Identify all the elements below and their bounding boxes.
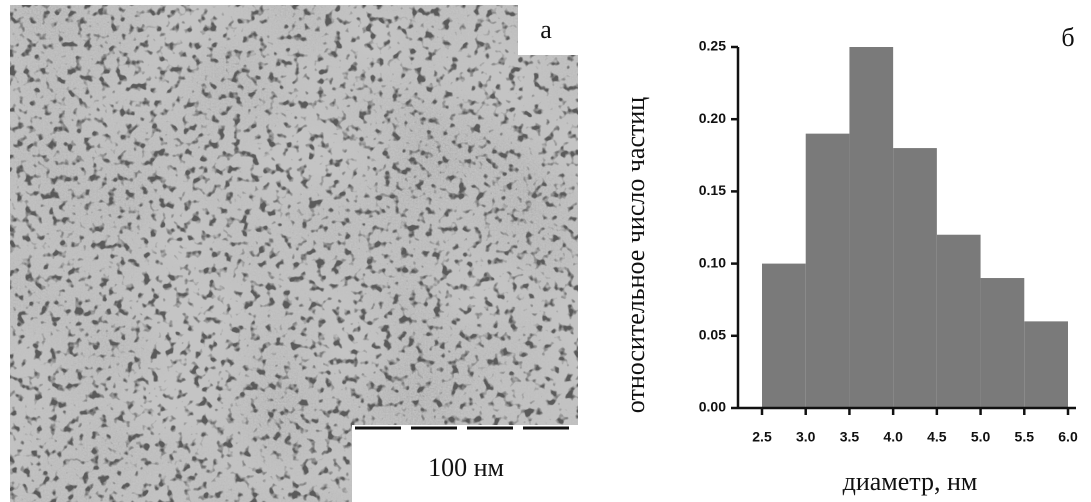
y-axis-label: относительное число частиц xyxy=(621,97,650,413)
y-tick-label: 0.20 xyxy=(699,110,726,126)
panel-label: б xyxy=(1061,23,1074,52)
x-tick-label: 2.5 xyxy=(752,429,772,445)
micrograph-texture xyxy=(10,5,578,502)
y-tick-label: 0.00 xyxy=(699,399,726,415)
bar xyxy=(849,47,894,408)
x-tick-label: 5.5 xyxy=(1015,429,1035,445)
y-tick-label: 0.25 xyxy=(699,38,726,54)
x-tick-label: 5.0 xyxy=(971,429,991,445)
bar xyxy=(762,263,806,408)
bar xyxy=(805,133,850,408)
panel-label: а xyxy=(540,15,552,44)
x-tick-label: 3.0 xyxy=(796,429,816,445)
x-tick-label: 4.5 xyxy=(927,429,947,445)
y-tick-label: 0.15 xyxy=(699,182,726,198)
x-tick-label: 3.5 xyxy=(840,429,860,445)
x-tick-label: 6.0 xyxy=(1058,429,1078,445)
scale-bar-box xyxy=(352,425,578,502)
bar xyxy=(1024,321,1068,408)
x-tick-label: 4.0 xyxy=(883,429,903,445)
bar xyxy=(893,148,937,408)
y-tick-label: 0.05 xyxy=(699,327,726,343)
x-axis-label: диаметр, нм xyxy=(843,467,978,496)
y-tick-label: 0.10 xyxy=(699,254,726,270)
bar xyxy=(936,234,981,408)
scale-bar-label: 100 нм xyxy=(428,453,504,482)
bar xyxy=(980,278,1025,408)
panel-label-box xyxy=(518,5,578,55)
